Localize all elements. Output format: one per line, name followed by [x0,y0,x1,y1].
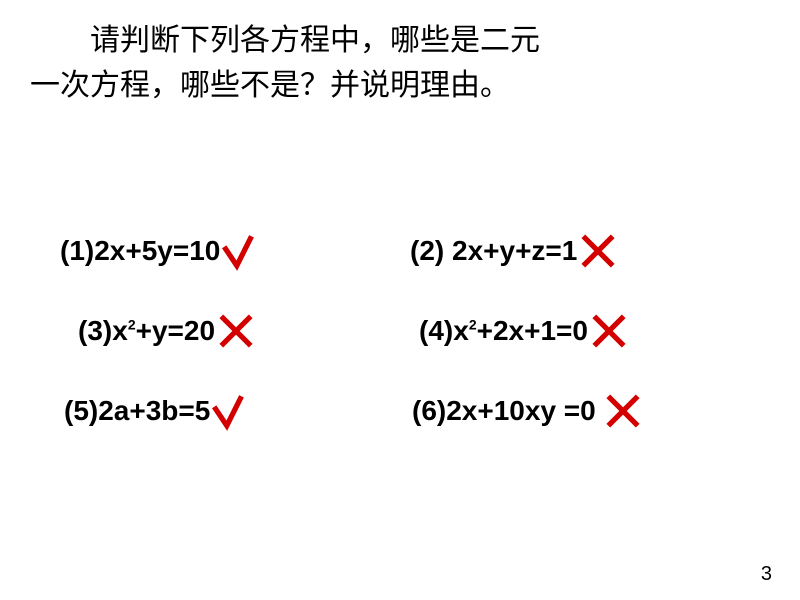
cross-icon [577,230,619,272]
equation-5: (5)2a+3b=5 [60,390,392,432]
equation-2: (2) 2x+y+z=1 [390,230,740,272]
equation-4: (4)x2+2x+1=0 [399,310,740,352]
equation-4-text: (4)x2+2x+1=0 [419,315,588,347]
question-line-1: 请判断下列各方程中，哪些是二元 [30,24,540,57]
equation-3-text: (3)x2+y=20 [78,315,215,347]
check-icon [220,230,262,272]
equation-1-text: (1)2x+5y=10 [60,235,220,267]
cross-icon [588,310,630,352]
equation-row-1: (1)2x+5y=10 (2) 2x+y+z=1 [60,230,740,272]
cross-icon [215,310,257,352]
equation-2-text: (2) 2x+y+z=1 [410,235,577,267]
page-number: 3 [761,563,772,586]
equation-3: (3)x2+y=20 [60,310,399,352]
equation-row-2: (3)x2+y=20 (4)x2+2x+1=0 [60,310,740,352]
equation-6: (6)2x+10xy =0 [392,390,740,432]
cross-icon [602,390,644,432]
equation-1: (1)2x+5y=10 [60,230,390,272]
equation-5-text: (5)2a+3b=5 [64,395,210,427]
check-icon [210,390,252,432]
equations-grid: (1)2x+5y=10 (2) 2x+y+z=1 (3)x2+y=20 [60,230,740,470]
equation-row-3: (5)2a+3b=5 (6)2x+10xy =0 [60,390,740,432]
question-line-2: 一次方程，哪些不是？并说明理由。 [30,69,510,102]
question-text: 请判断下列各方程中，哪些是二元 一次方程，哪些不是？并说明理由。 [30,18,770,108]
equation-6-text: (6)2x+10xy =0 [412,395,596,427]
